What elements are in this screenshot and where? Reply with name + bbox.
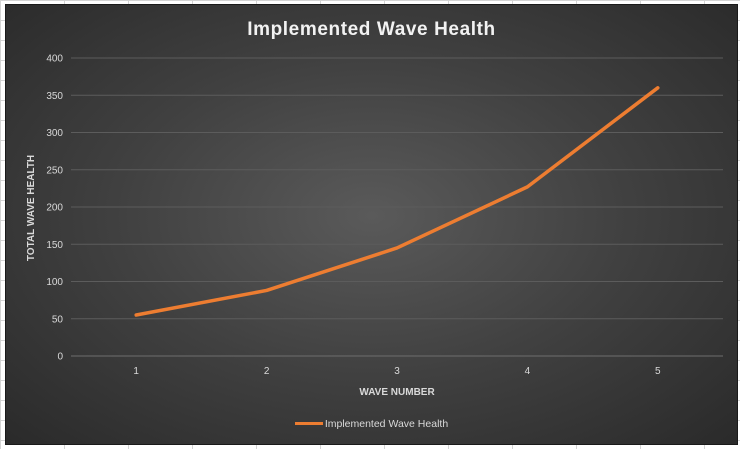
data-point[interactable] [265,289,268,292]
y-tick-label: 50 [52,314,64,325]
legend-swatch [294,421,323,425]
x-tick-label: 2 [264,366,270,377]
y-tick-label: 400 [46,54,63,65]
y-tick-label: 350 [46,91,63,102]
x-tick-label: 5 [655,366,661,377]
y-tick-label: 200 [46,203,63,214]
x-tick-label: 4 [525,366,531,377]
chart-area[interactable]: Implemented Wave Health 0 50 100 150 200 250 3… [5,4,738,445]
y-tick-label: 100 [46,277,63,288]
data-point[interactable] [135,313,138,317]
y-tick-label: 150 [46,240,63,251]
data-point[interactable] [526,185,529,189]
y-tick-label: 0 [57,352,63,363]
data-point[interactable] [656,86,659,90]
chart-title: Implemented Wave Health [247,19,496,40]
x-axis-title: WAVE NUMBER [359,387,435,398]
plot-area: 0 50 100 150 200 250 300 350 400 1 2 3 4 5 TOTAL WAV… [26,54,723,398]
x-tick-label: 1 [133,366,139,377]
legend-label: Implemented Wave Health [324,418,449,430]
y-tick-label: 300 [46,128,63,139]
y-tick-label: 250 [46,165,63,176]
y-axis-title: TOTAL WAVE HEALTH [26,155,37,261]
legend[interactable]: Implemented Wave Health [6,418,737,430]
data-point[interactable] [395,246,399,250]
series-line[interactable] [134,86,660,317]
x-tick-label: 3 [394,366,400,377]
